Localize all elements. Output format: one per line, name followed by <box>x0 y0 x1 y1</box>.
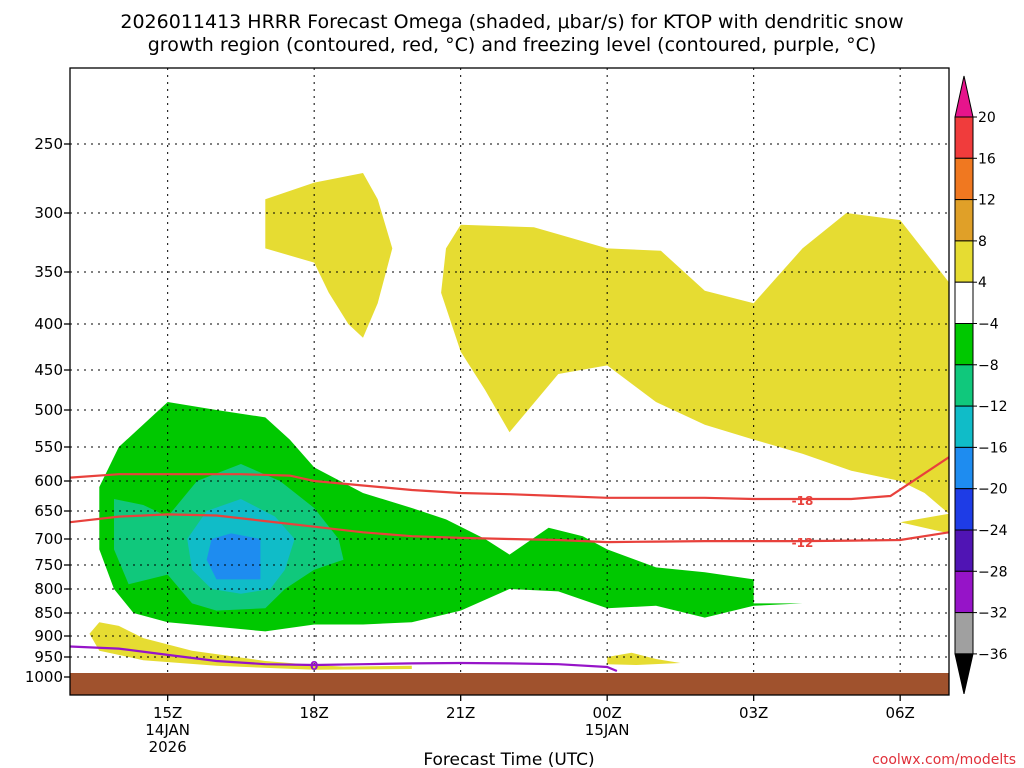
x-tick-year-15Z: 2026 <box>149 738 187 756</box>
contour-dgz--18 <box>70 456 949 501</box>
x-tick-label-18Z: 18Z <box>299 704 328 722</box>
omega-region-0-2 <box>900 513 949 534</box>
colorbar-label-11: −28 <box>978 564 1008 580</box>
omega-region-0-1 <box>441 213 949 514</box>
contour-dgz--12 <box>70 513 949 544</box>
colorbar-label-6: −8 <box>978 358 999 374</box>
omega-region-0-4 <box>607 652 681 665</box>
colorbar-top-arrow <box>954 75 974 118</box>
colorbar-label-10: −24 <box>978 523 1008 539</box>
credit-link[interactable]: coolwx.com/modelts <box>872 752 1016 768</box>
colorbar-label-8: −16 <box>978 440 1008 456</box>
colorbar-label-1: 16 <box>978 151 996 167</box>
colorbar-label-12: −32 <box>978 606 1008 622</box>
colorbar-label-5: −4 <box>978 317 999 333</box>
omega-shading-layer <box>89 173 949 670</box>
colorbar-swatch-0 <box>954 116 974 159</box>
colorbar-swatch-6 <box>954 364 974 407</box>
colorbar-swatch-1 <box>954 157 974 201</box>
contour-layer: -18 -12 0 <box>70 456 949 673</box>
contour-label-0: -18 <box>792 494 814 508</box>
colorbar-label-9: −20 <box>978 482 1008 498</box>
omega-region-0-0 <box>265 173 393 338</box>
colorbar-bottom-arrow <box>954 653 974 695</box>
x-tick-label-03Z: 03Z <box>739 704 768 722</box>
y-tick-label-300: 300 <box>34 204 63 222</box>
omega-region-4-0 <box>206 533 261 580</box>
y-tick-label-500: 500 <box>34 401 63 419</box>
y-tick-label-800: 800 <box>34 580 63 598</box>
colorbar-label-13: −36 <box>978 647 1008 663</box>
colorbar-swatch-5 <box>954 323 974 366</box>
colorbar-label-2: 12 <box>978 193 996 209</box>
colorbar-swatch-4 <box>954 281 974 325</box>
chart-title-line-1: 2026011413 HRRR Forecast Omega (shaded, … <box>120 11 903 33</box>
y-tick-label-600: 600 <box>34 472 63 490</box>
y-tick-label-350: 350 <box>34 263 63 281</box>
colorbar-swatch-9 <box>954 488 974 531</box>
y-tick-label-250: 250 <box>34 135 63 153</box>
colorbar-label-7: −12 <box>978 399 1008 415</box>
y-tick-label-1000: 1000 <box>25 668 63 686</box>
chart-title-line-2: growth region (contoured, red, °C) and f… <box>148 34 877 56</box>
omega-region-0-3 <box>89 622 412 670</box>
y-axis: 250 300 350 400 450 500 550 600 650 700 750 800 850 9… <box>25 135 70 686</box>
ground-layer <box>70 673 949 695</box>
y-tick-label-450: 450 <box>34 361 63 379</box>
y-tick-label-850: 850 <box>34 604 63 622</box>
x-axis-title: Forecast Time (UTC) <box>423 750 594 768</box>
colorbar-swatch-11 <box>954 570 974 614</box>
y-tick-label-700: 700 <box>34 530 63 548</box>
colorbar: 20 16 12 8 4 −4 −8 −12 −16 −20 −24 −28 −32 −36 <box>954 75 1008 695</box>
colorbar-label-4: 4 <box>978 275 987 291</box>
colorbar-swatch-3 <box>954 240 974 283</box>
x-tick-label-06Z: 06Z <box>885 704 914 722</box>
x-tick-date-00Z: 15JAN <box>585 721 630 739</box>
ground-surface <box>70 673 949 695</box>
colorbar-swatch-10 <box>954 529 974 572</box>
colorbar-swatch-8 <box>954 446 974 490</box>
y-tick-label-650: 650 <box>34 502 63 520</box>
y-tick-label-750: 750 <box>34 556 63 574</box>
x-tick-label-00Z: 00Z <box>592 704 621 722</box>
x-tick-label-15Z: 15Z <box>153 704 182 722</box>
x-tick-label-21Z: 21Z <box>446 704 475 722</box>
contour-freezing-level <box>70 645 618 673</box>
y-tick-label-950: 950 <box>34 648 63 666</box>
plot-frame <box>69 67 950 696</box>
y-tick-label-550: 550 <box>34 438 63 456</box>
contour-label-1: -12 <box>792 536 814 550</box>
colorbar-label-3: 8 <box>978 234 987 250</box>
colorbar-swatch-12 <box>954 612 974 655</box>
x-tick-date-15Z: 14JAN <box>145 721 190 739</box>
contour-label-2: 0 <box>310 659 318 673</box>
colorbar-swatch-7 <box>954 405 974 448</box>
y-tick-label-900: 900 <box>34 627 63 645</box>
colorbar-swatch-2 <box>954 199 974 242</box>
colorbar-label-0: 20 <box>978 110 996 126</box>
y-tick-label-400: 400 <box>34 315 63 333</box>
